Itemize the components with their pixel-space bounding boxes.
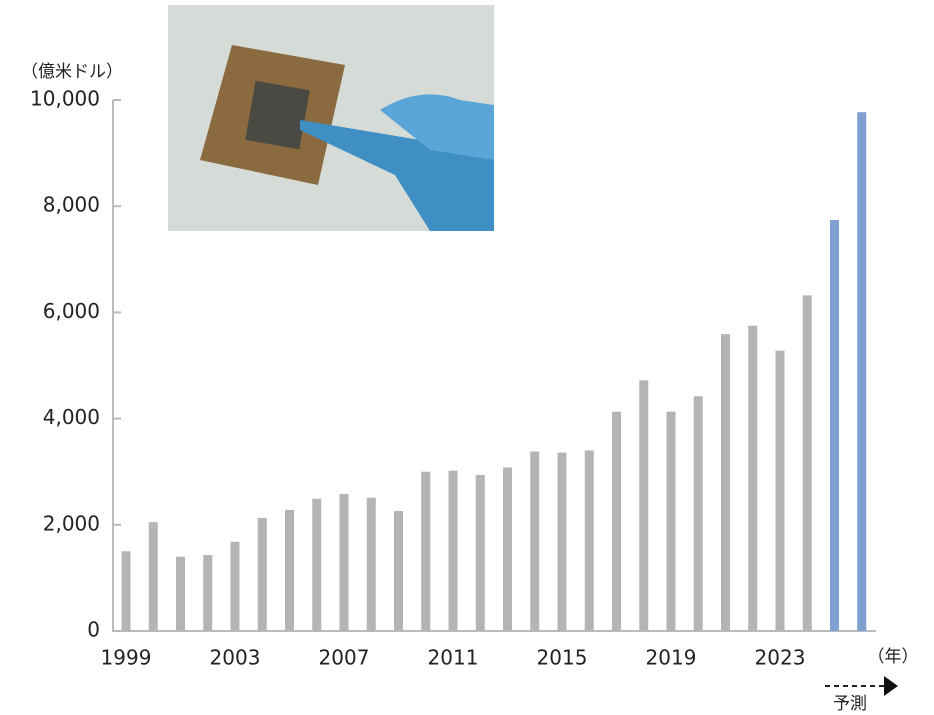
bar [530,451,540,631]
bar [312,498,322,631]
y-tick-label: 10,000 [30,87,100,111]
bar [394,510,403,631]
x-tick-label: 2011 [428,646,479,670]
bar [857,112,867,631]
bar [693,396,703,631]
x-unit-label: （年） [868,647,919,667]
bar [203,555,213,631]
bar [285,509,294,631]
bar [748,325,758,631]
bar [612,411,621,631]
y-tick-label: 6,000 [43,299,100,323]
x-tick-label: 2003 [210,646,261,670]
bar [557,452,567,631]
bar [121,551,131,631]
bar [666,411,676,631]
x-tick-label: 2007 [319,646,370,670]
x-tick-label: 2023 [755,646,806,670]
bar [230,541,240,631]
forecast-arrow-head [884,676,898,696]
bar [639,380,649,631]
bar [448,470,458,631]
bar [148,522,158,631]
forecast-label: 予測 [833,694,867,714]
x-tick-label: 1999 [101,646,152,670]
bar [775,350,785,631]
bar [802,295,812,631]
bar [339,494,349,631]
bar [421,471,431,631]
photo [168,5,494,231]
y-tick-label: 2,000 [43,511,100,535]
bar [366,497,376,631]
y-tick-label: 4,000 [43,405,100,429]
bar [257,517,267,631]
y-tick-label: 8,000 [43,193,100,217]
x-tick-label: 2019 [646,646,697,670]
unit-label: （億米ドル） [21,62,123,82]
bar [475,474,485,631]
bar [584,450,594,631]
bar [176,556,185,631]
bar [503,467,512,631]
bar [721,334,730,631]
bar [830,220,839,632]
x-tick-label: 2015 [537,646,588,670]
y-tick-label: 0 [87,618,100,642]
